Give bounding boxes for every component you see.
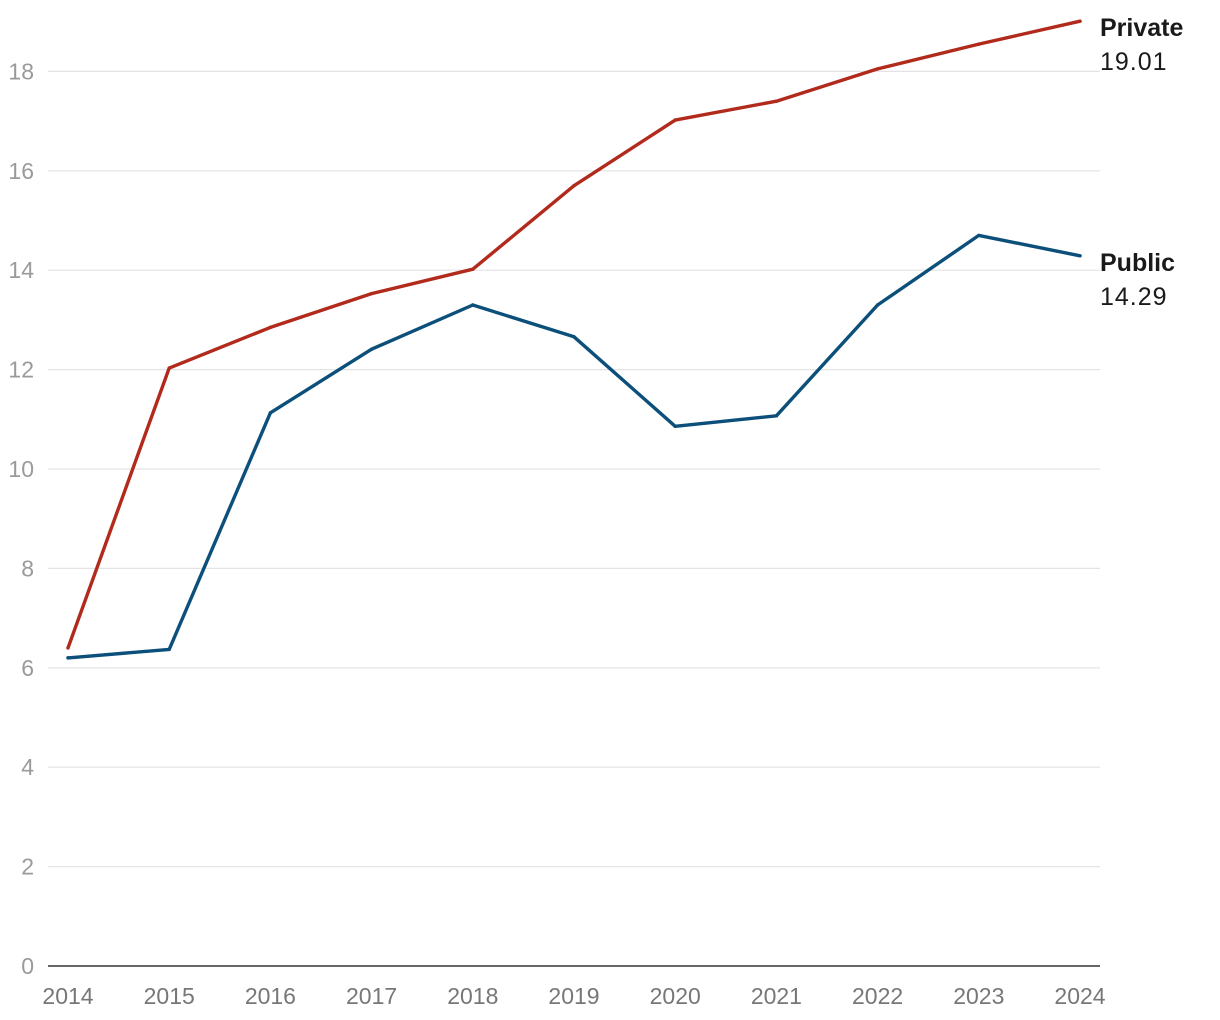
y-axis-ticks: 0 2 4 6 8 10 12 14 16 18 [8,58,34,979]
gridlines [48,70,1100,868]
x-tick-label: 2019 [548,983,599,1009]
series-value-label-public: 14.29 [1100,283,1168,311]
series-name-label-public: Public [1100,249,1175,277]
series-line-public [66,233,1082,660]
y-tick-label: 14 [8,257,34,283]
y-tick-label: 8 [21,555,34,581]
data-point-public [572,335,576,339]
data-point-public [471,303,475,307]
data-point-private [471,267,475,271]
data-point-public [977,233,981,238]
data-point-public [66,656,70,660]
y-tick-label: 16 [8,158,34,184]
data-point-private [66,646,70,650]
series-name-label-private: Private [1100,14,1183,42]
data-point-private [774,99,779,103]
y-tick-label: 4 [21,754,34,780]
x-tick-label: 2016 [245,983,296,1009]
series-line-private [66,19,1082,650]
y-tick-label: 2 [21,854,34,880]
series-end-labels: Private 19.01 Public 14.29 [1100,14,1183,311]
y-tick-label: 12 [8,357,34,383]
data-point-private [369,291,374,296]
data-point-public [167,647,171,652]
x-tick-label: 2020 [650,983,701,1009]
x-tick-label: 2023 [953,983,1004,1009]
series-value-label-private: 19.01 [1100,48,1168,76]
y-tick-label: 6 [21,655,34,681]
data-point-public [1078,254,1082,258]
x-tick-label: 2018 [447,983,498,1009]
data-point-public [875,303,880,307]
y-tick-label: 0 [21,953,34,979]
y-tick-label: 10 [8,456,34,482]
data-point-private [572,184,576,188]
x-tick-label: 2014 [42,983,93,1009]
data-point-private [673,118,677,122]
data-point-private [268,325,273,330]
data-point-private [977,42,981,46]
data-point-private [875,67,880,71]
x-tick-label: 2024 [1054,983,1105,1009]
data-point-private [167,366,171,370]
data-point-public [268,411,273,415]
data-point-private [1078,19,1082,23]
x-tick-label: 2015 [144,983,195,1009]
x-axis-ticks: 2014 2015 2016 2017 2018 2019 2020 2021 2022 2023… [42,983,1105,1009]
x-tick-label: 2021 [751,983,802,1009]
data-point-public [369,347,374,351]
data-point-public [774,414,779,418]
x-tick-label: 2017 [346,983,397,1009]
x-tick-label: 2022 [852,983,903,1009]
series-lines [66,19,1082,660]
data-point-public [673,424,677,428]
y-tick-label: 18 [8,58,34,84]
